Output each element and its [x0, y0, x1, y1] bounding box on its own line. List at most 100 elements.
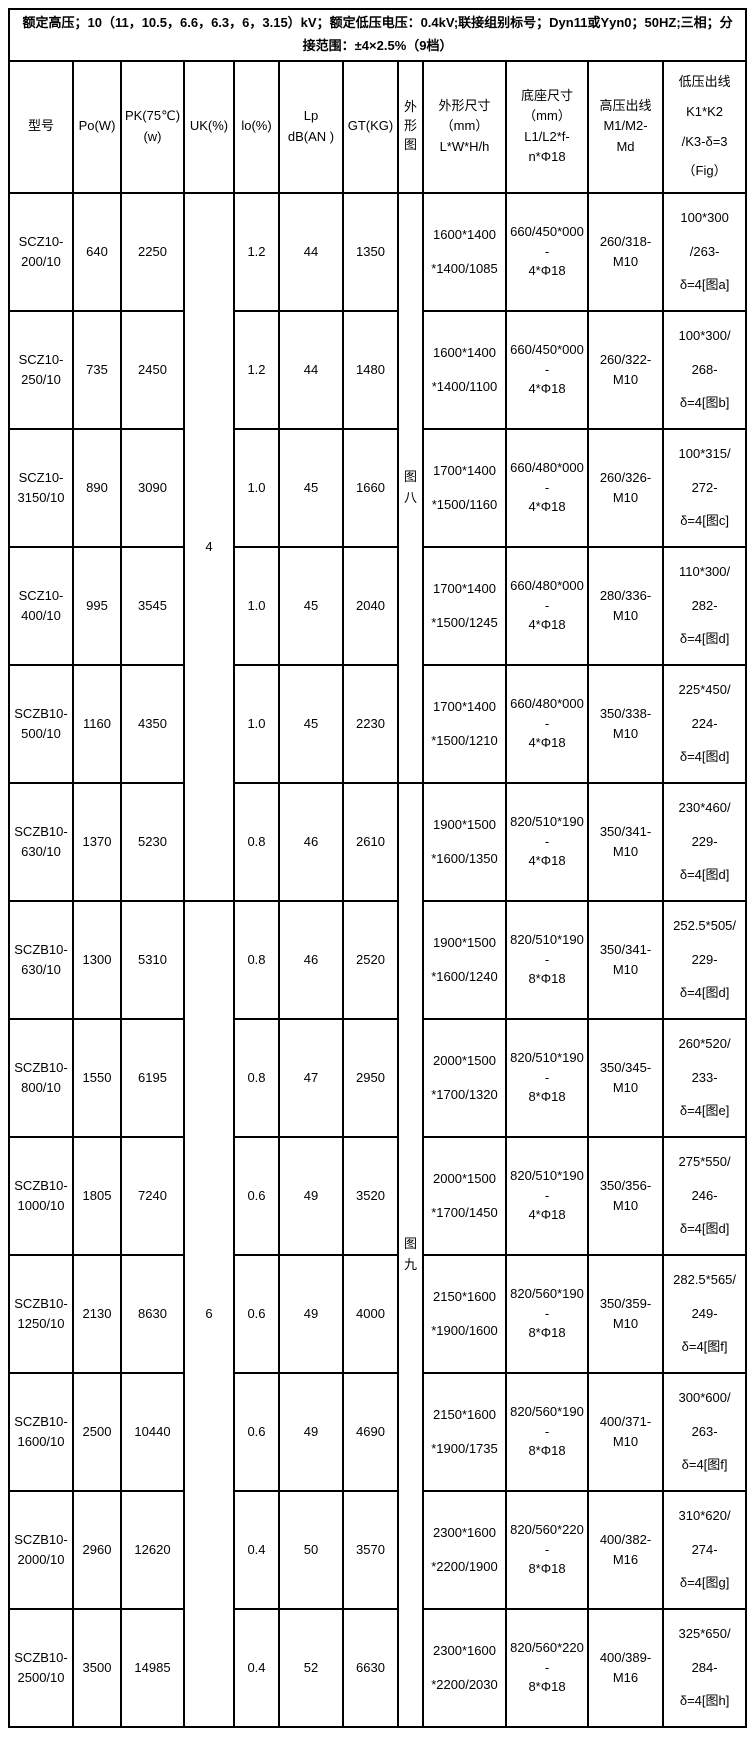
table-cell: 49: [278, 1253, 344, 1374]
table-cell: SCZ10- 200/10: [8, 191, 74, 312]
table-cell: 350/345- M10: [587, 1017, 664, 1138]
table-row: SCZB10- 630/10 1370 5230 0.8 46 2610 图 九 1900*1…: [8, 781, 747, 1728]
col-header-gt: GT(KG): [342, 59, 399, 194]
table-cell: SCZB10- 500/10: [8, 663, 74, 784]
table-cell: 275*550/ 246- δ=4[图d]: [661, 1135, 747, 1256]
table-cell: 52: [278, 1607, 344, 1728]
table-cell: 45: [278, 545, 344, 666]
table-cell: 2300*1600 *2200/1900: [422, 1489, 507, 1610]
table-cell: 8630: [120, 1253, 185, 1374]
table-cell: 820/560*220- 8*Φ18: [505, 1489, 589, 1610]
table-header-row: 型号 Po(W) PK(75℃) (w) UK(%) lo(%) Lp dB(A…: [8, 59, 747, 194]
col-header-lo: lo(%): [233, 59, 280, 194]
table-cell: 260/318- M10: [587, 191, 664, 312]
table-cell: 350/359- M10: [587, 1253, 664, 1374]
table-cell: SCZ10- 250/10: [8, 309, 74, 430]
table-cell: 400/382- M16: [587, 1489, 664, 1610]
table-cell: 100*300 /263- δ=4[图a]: [661, 191, 747, 312]
table-cell: SCZB10- 1600/10: [8, 1371, 74, 1492]
table-cell: 225*450/ 224- δ=4[图d]: [661, 663, 747, 784]
table-cell: 282.5*565/ 249- δ=4[图f]: [661, 1253, 747, 1374]
table-cell: 660/480*000- 4*Φ18: [505, 427, 589, 548]
table-cell: 1700*1400 *1500/1160: [422, 427, 507, 548]
table-cell: 0.6: [233, 1371, 280, 1492]
table-cell: 44: [278, 309, 344, 430]
table-cell: 12620: [120, 1489, 185, 1610]
table-cell: 0.6: [233, 1253, 280, 1374]
table-cell: 1.2: [233, 309, 280, 430]
table-cell: 2300*1600 *2200/2030: [422, 1607, 507, 1728]
table-info-row: 额定高压；10（11，10.5，6.6，6.3，6，3.15）kV；额定低压电压…: [7, 8, 747, 62]
table-cell: 100*300/ 268- δ=4[图b]: [661, 309, 747, 430]
table-cell: 1370: [72, 781, 122, 902]
table-cell: 45: [278, 427, 344, 548]
table-cell: 49: [278, 1371, 344, 1492]
table-row: SCZ10- 200/10 640 2250 4 1.2 44 1350 图 八 1600*14…: [8, 191, 747, 902]
table-cell: SCZB10- 2500/10: [8, 1607, 74, 1728]
table-cell: 100*315/ 272- δ=4[图c]: [661, 427, 747, 548]
col-header-lv-outlet: 低压出线 K1*K2 /K3-δ=3 （Fig）: [661, 59, 747, 194]
table-cell: 400/371- M10: [587, 1371, 664, 1492]
table-cell: 6: [183, 899, 235, 1728]
table-cell: SCZB10- 1250/10: [8, 1253, 74, 1374]
table-cell: 图 八: [397, 191, 424, 784]
table-cell: 45: [278, 663, 344, 784]
table-row: SCZ10- 400/10 995 3545 1.0 45 2040 1700*1400 *…: [8, 545, 747, 666]
table-body: SCZ10- 200/10 640 2250 4 1.2 44 1350 图 八 1600*14…: [8, 191, 747, 1728]
table-row: SCZB10- 800/10 1550 6195 0.8 47 2950 2000*1500…: [8, 1017, 747, 1138]
table-cell: 3545: [120, 545, 185, 666]
table-cell: 260/322- M10: [587, 309, 664, 430]
table-cell: 2960: [72, 1489, 122, 1610]
table-cell: 1900*1500 *1600/1240: [422, 899, 507, 1020]
table-cell: 820/510*190- 8*Φ18: [505, 1017, 589, 1138]
table-row: SCZ10- 3150/10 890 3090 1.0 45 1660 1700*1400 …: [8, 427, 747, 548]
table-row: SCZ10- 250/10 735 2450 1.2 44 1480 1600*1400 *…: [8, 309, 747, 430]
table-cell: 400/389- M16: [587, 1607, 664, 1728]
table-cell: 0.4: [233, 1489, 280, 1610]
table-cell: 44: [278, 191, 344, 312]
table-cell: 3570: [342, 1489, 399, 1610]
table-cell: 2520: [342, 899, 399, 1020]
table-cell: 3500: [72, 1607, 122, 1728]
table-cell: 350/338- M10: [587, 663, 664, 784]
table-cell: 2950: [342, 1017, 399, 1138]
table-row: SCZB10- 2500/10 3500 14985 0.4 52 6630 2300*16…: [8, 1607, 747, 1728]
table-cell: 1.0: [233, 545, 280, 666]
col-header-outline-figure: 外 形 图: [397, 59, 424, 194]
table-cell: 2000*1500 *1700/1450: [422, 1135, 507, 1256]
table-cell: 图 九: [397, 781, 424, 1728]
table-cell: SCZB10- 1000/10: [8, 1135, 74, 1256]
table-cell: 6195: [120, 1017, 185, 1138]
table-cell: 1160: [72, 663, 122, 784]
rated-voltage-note: 额定高压；10（11，10.5，6.6，6.3，6，3.15）kV；额定低压电压…: [7, 8, 747, 62]
table-cell: 50: [278, 1489, 344, 1610]
table-cell: 110*300/ 282- δ=4[图d]: [661, 545, 747, 666]
table-cell: SCZ10- 400/10: [8, 545, 74, 666]
table-cell: 1350: [342, 191, 399, 312]
table-cell: 300*600/ 263- δ=4[图f]: [661, 1371, 747, 1492]
table-cell: 260*520/ 233- δ=4[图e]: [661, 1017, 747, 1138]
col-header-lp: Lp dB(AN ): [278, 59, 344, 194]
table-cell: 46: [278, 899, 344, 1020]
table-cell: 1805: [72, 1135, 122, 1256]
table-cell: 2000*1500 *1700/1320: [422, 1017, 507, 1138]
table-cell: 890: [72, 427, 122, 548]
table-cell: 2230: [342, 663, 399, 784]
col-header-dimensions: 外形尺寸 （mm） L*W*H/h: [422, 59, 507, 194]
table-cell: 7240: [120, 1135, 185, 1256]
table-cell: 2250: [120, 191, 185, 312]
table-cell: 2610: [342, 781, 399, 902]
page: 额定高压；10（11，10.5，6.6，6.3，6，3.15）kV；额定低压电压…: [7, 8, 747, 1728]
table-cell: 1900*1500 *1600/1350: [422, 781, 507, 902]
table-cell: 0.6: [233, 1135, 280, 1256]
table-cell: 0.8: [233, 781, 280, 902]
table-cell: 5230: [120, 781, 185, 902]
table-cell: 3520: [342, 1135, 399, 1256]
table-cell: 1660: [342, 427, 399, 548]
table-cell: 14985: [120, 1607, 185, 1728]
table-cell: 47: [278, 1017, 344, 1138]
table-cell: 2150*1600 *1900/1735: [422, 1371, 507, 1492]
table-cell: 350/341- M10: [587, 899, 664, 1020]
col-header-pk: PK(75℃) (w): [120, 59, 185, 194]
table-row: SCZB10- 500/10 1160 4350 1.0 45 2230 1700*1400…: [8, 663, 747, 784]
